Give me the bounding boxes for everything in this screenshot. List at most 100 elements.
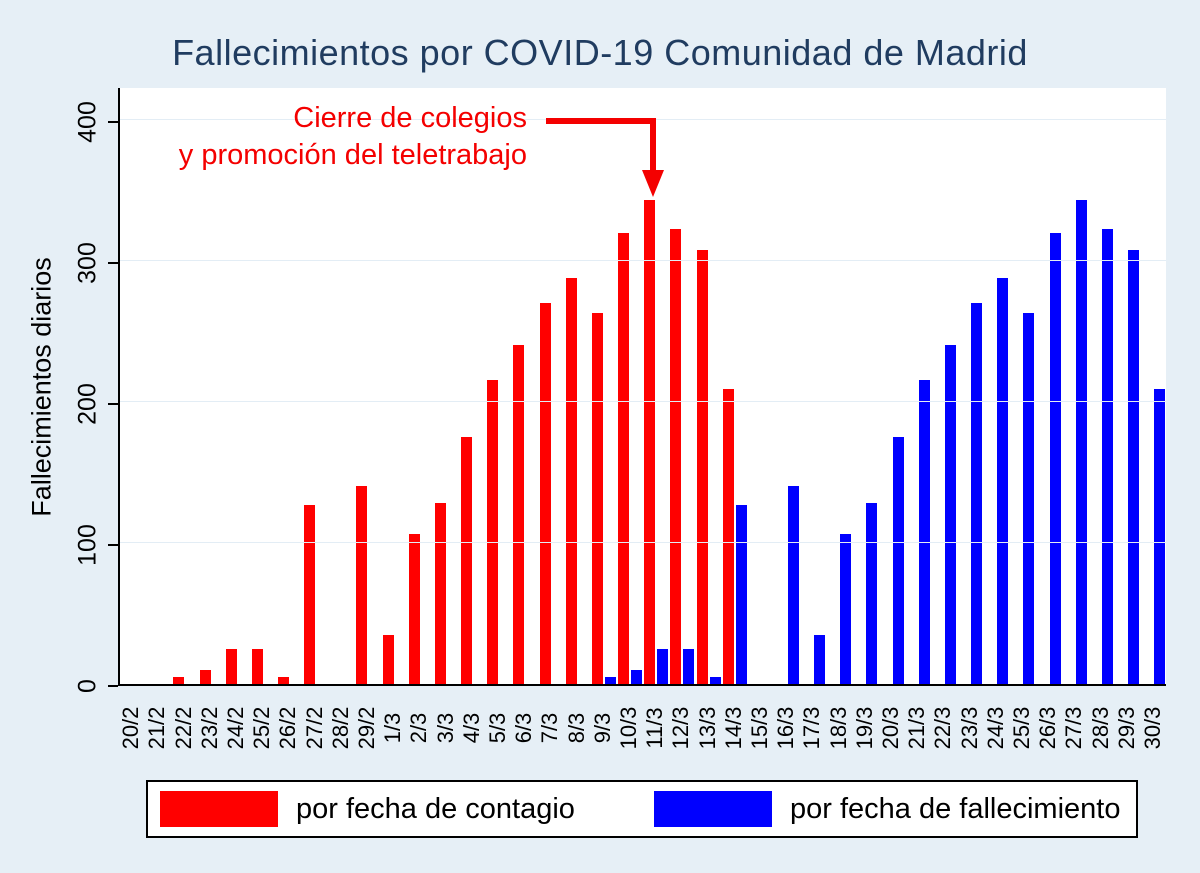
x-tick-label-5/3: 5/3 (484, 712, 510, 744)
x-tick-label-7/3: 7/3 (537, 712, 563, 744)
x-tick-label-1/3: 1/3 (380, 712, 406, 744)
bar-fallecimiento-20/3 (892, 436, 904, 684)
x-tick-label-27/3: 27/3 (1061, 706, 1087, 750)
bar-group-25/3 (1009, 88, 1035, 684)
bar-group-4/3 (460, 88, 486, 684)
bar-contagio-6/3 (513, 345, 525, 684)
bar-fallecimiento-12/3 (683, 648, 695, 684)
x-tick-label-18/3: 18/3 (825, 706, 851, 750)
bar-group-16/3 (774, 88, 800, 684)
bars-container (120, 88, 1166, 684)
legend-label-fallecimiento: por fecha de fallecimiento (790, 792, 1121, 825)
bar-group-29/3 (1114, 88, 1140, 684)
bar-group-30/3 (1140, 88, 1166, 684)
bar-contagio-26/2 (278, 676, 290, 684)
x-tick-label-9/3: 9/3 (589, 712, 615, 744)
x-tick-label-21/2: 21/2 (144, 706, 170, 750)
bar-contagio-22/2 (173, 676, 185, 684)
bar-fallecimiento-9/3 (604, 676, 616, 684)
x-tick-label-8/3: 8/3 (563, 712, 589, 744)
gridline-200 (120, 400, 1166, 402)
y-tick-300 (108, 261, 118, 264)
bar-group-24/2 (225, 88, 251, 684)
x-tick-label-19/3: 19/3 (851, 706, 877, 750)
bar-contagio-7/3 (539, 303, 551, 684)
x-tick-label-28/2: 28/2 (327, 706, 353, 750)
bar-fallecimiento-24/3 (997, 277, 1009, 684)
bar-contagio-8/3 (565, 277, 577, 684)
bar-group-22/3 (931, 88, 957, 684)
x-tick-label-20/2: 20/2 (118, 706, 144, 750)
bar-group-13/3 (695, 88, 721, 684)
bar-group-23/3 (957, 88, 983, 684)
bar-fallecimiento-17/3 (814, 634, 826, 684)
y-tick-label-100: 100 (73, 524, 102, 566)
bar-group-19/3 (852, 88, 878, 684)
bar-fallecimiento-25/3 (1023, 312, 1035, 684)
bar-contagio-5/3 (487, 380, 499, 684)
annotation-line-1: Cierre de colegios (293, 102, 527, 134)
bar-group-6/3 (512, 88, 538, 684)
bar-group-12/3 (669, 88, 695, 684)
y-tick-0 (108, 685, 118, 687)
bar-group-24/3 (983, 88, 1009, 684)
bar-contagio-14/3 (722, 388, 734, 684)
bar-fallecimiento-28/3 (1101, 228, 1113, 684)
bar-group-26/2 (277, 88, 303, 684)
bar-fallecimiento-22/3 (944, 345, 956, 684)
bar-group-23/2 (198, 88, 224, 684)
annotation-text: Cierre de colegios y promoción del telet… (135, 100, 527, 174)
x-tick-label-30/3: 30/3 (1139, 706, 1165, 750)
x-tick-label-13/3: 13/3 (694, 706, 720, 750)
bar-contagio-11/3 (644, 200, 656, 684)
x-tick-label-22/2: 22/2 (170, 706, 196, 750)
bar-contagio-13/3 (696, 249, 708, 684)
bar-group-1/3 (382, 88, 408, 684)
bar-group-22/2 (172, 88, 198, 684)
bar-fallecimiento-21/3 (918, 380, 930, 684)
x-tick-label-29/3: 29/3 (1113, 706, 1139, 750)
y-tick-100 (108, 543, 118, 546)
x-tick-label-27/2: 27/2 (301, 706, 327, 750)
bar-group-3/3 (434, 88, 460, 684)
legend-swatch-blue (654, 791, 772, 827)
x-tick-label-28/3: 28/3 (1087, 706, 1113, 750)
bar-contagio-24/2 (225, 648, 237, 684)
bar-group-11/3 (643, 88, 669, 684)
bar-fallecimiento-26/3 (1049, 232, 1061, 684)
bar-group-15/3 (748, 88, 774, 684)
x-tick-label-26/2: 26/2 (275, 706, 301, 750)
bar-group-14/3 (722, 88, 748, 684)
y-axis-title: Fallecimientos diarios (26, 257, 57, 517)
x-tick-label-10/3: 10/3 (615, 706, 641, 750)
x-tick-label-14/3: 14/3 (720, 706, 746, 750)
bar-fallecimiento-11/3 (657, 648, 669, 684)
plot-area (118, 88, 1166, 686)
x-tick-label-23/3: 23/3 (956, 706, 982, 750)
bar-group-18/3 (826, 88, 852, 684)
x-tick-label-4/3: 4/3 (458, 712, 484, 744)
bar-contagio-29/2 (356, 485, 368, 684)
bar-group-9/3 (591, 88, 617, 684)
x-tick-label-22/3: 22/3 (930, 706, 956, 750)
x-tick-label-17/3: 17/3 (799, 706, 825, 750)
legend-label-contagio: por fecha de contagio (296, 792, 575, 825)
bar-group-21/2 (146, 88, 172, 684)
legend: por fecha de contagio por fecha de falle… (146, 780, 1138, 838)
y-tick-label-0: 0 (73, 679, 102, 693)
bar-fallecimiento-19/3 (866, 502, 878, 684)
bar-fallecimiento-29/3 (1128, 249, 1140, 684)
bar-group-28/2 (329, 88, 355, 684)
chart-title: Fallecimientos por COVID-19 Comunidad de… (172, 32, 1028, 73)
bar-group-26/3 (1035, 88, 1061, 684)
bar-contagio-3/3 (434, 502, 446, 684)
bar-group-29/2 (355, 88, 381, 684)
bar-group-25/2 (251, 88, 277, 684)
x-tick-label-6/3: 6/3 (511, 712, 537, 744)
x-tick-label-25/2: 25/2 (249, 706, 275, 750)
annotation-line-2: y promoción del teletrabajo (178, 139, 527, 171)
bar-group-20/2 (120, 88, 146, 684)
bar-group-28/3 (1088, 88, 1114, 684)
x-tick-label-2/3: 2/3 (406, 712, 432, 744)
legend-swatch-red (160, 791, 278, 827)
